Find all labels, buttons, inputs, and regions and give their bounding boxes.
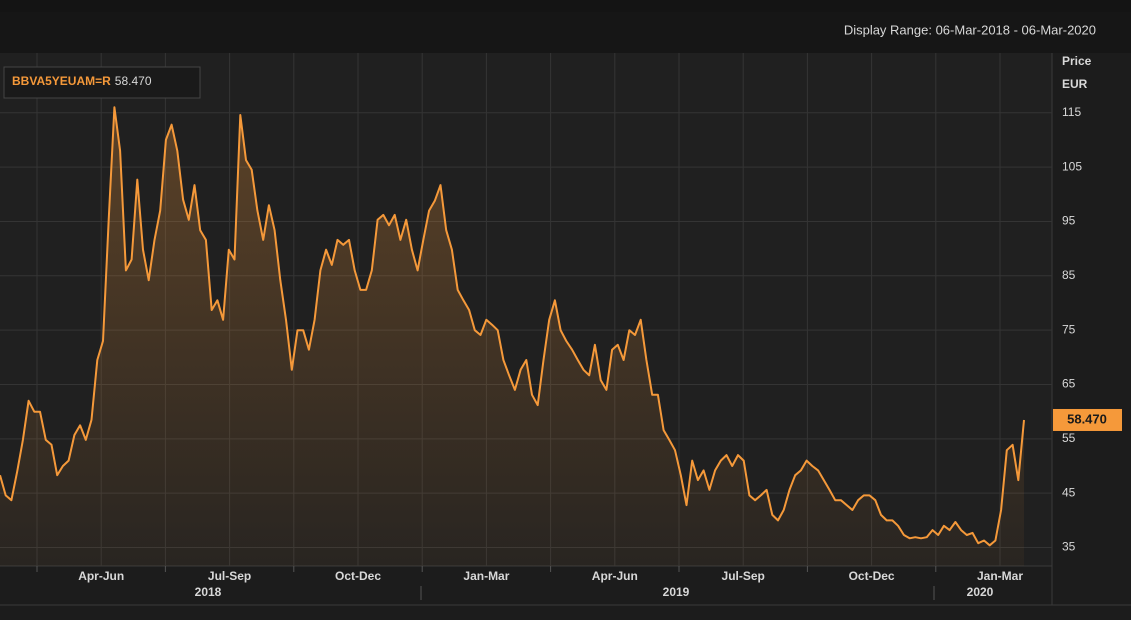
y-tick-label: 75 (1062, 322, 1076, 336)
display-range: Display Range: 06-Mar-2018 - 06-Mar-2020 (844, 22, 1096, 37)
year-label: 2020 (967, 585, 994, 599)
line (0, 106, 1025, 547)
current-price-box (1053, 408, 1122, 431)
x-tick-label: Jan-Mar (977, 569, 1023, 583)
y-tick-label: 45 (1062, 485, 1076, 499)
y-tick-label: 85 (1062, 268, 1076, 282)
legend-value: 58.470 (115, 74, 152, 88)
legend-name: BBVA5YEUAM=R (12, 74, 111, 88)
y-tick-label: 55 (1062, 431, 1076, 445)
x-tick-label: Oct-Dec (849, 569, 895, 583)
header-bar (0, 12, 1131, 53)
axis-title: Price (1062, 54, 1092, 68)
legend-box (3, 66, 201, 99)
year-label: 2019 (663, 585, 690, 599)
y-tick-label: 95 (1062, 214, 1076, 228)
x-tick-label: Jan-Mar (463, 569, 509, 583)
y-tick-label: 115 (1062, 105, 1081, 119)
x-tick-label: Jul-Sep (722, 569, 765, 583)
y-tick-label: 65 (1062, 377, 1076, 391)
y-tick-label: 35 (1062, 540, 1076, 554)
year-label: 2018 (195, 585, 222, 599)
x-tick-label: Apr-Jun (592, 569, 638, 583)
current-price-label: 58.470 (1067, 411, 1107, 426)
x-tick-label: Apr-Jun (78, 569, 124, 583)
y-tick-label: 105 (1062, 159, 1082, 173)
x-tick-label: Jul-Sep (208, 569, 251, 583)
axis-title: EUR (1062, 77, 1088, 91)
x-tick-label: Oct-Dec (335, 569, 381, 583)
area (0, 107, 1024, 567)
